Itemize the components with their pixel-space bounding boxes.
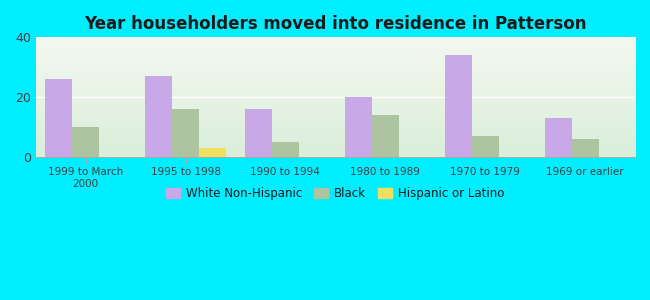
Bar: [372, 115, 399, 157]
Bar: [72, 127, 99, 157]
Bar: [199, 148, 226, 157]
Bar: [172, 109, 199, 157]
Bar: [571, 139, 599, 157]
Bar: [345, 97, 372, 157]
Legend: White Non-Hispanic, Black, Hispanic or Latino: White Non-Hispanic, Black, Hispanic or L…: [161, 182, 510, 205]
Bar: [272, 142, 299, 157]
Title: Year householders moved into residence in Patterson: Year householders moved into residence i…: [84, 15, 586, 33]
Bar: [46, 79, 72, 157]
Bar: [245, 109, 272, 157]
Bar: [545, 118, 571, 157]
Bar: [445, 55, 472, 157]
Bar: [145, 76, 172, 157]
Bar: [472, 136, 499, 157]
